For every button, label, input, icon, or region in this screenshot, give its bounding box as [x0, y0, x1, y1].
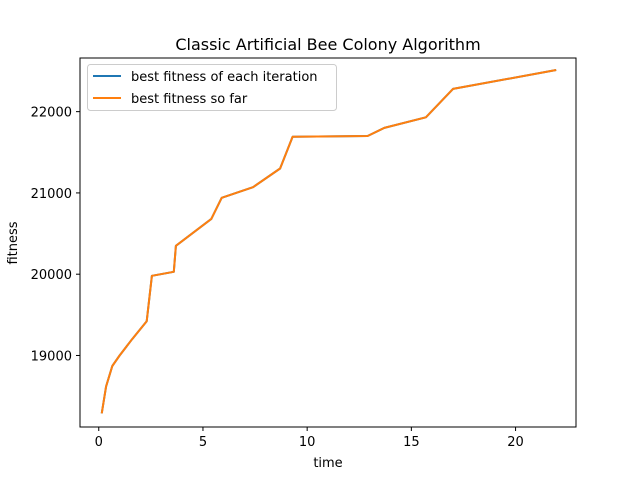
legend-box	[87, 64, 337, 111]
y-axis: 19000 20000 21000 22000	[31, 106, 80, 364]
y-tick-label: 22000	[31, 106, 72, 121]
x-tick-label: 10	[299, 435, 316, 450]
x-tick-label: 5	[199, 435, 207, 450]
legend-label-best-so-far: best fitness so far	[131, 92, 248, 107]
y-tick-label: 21000	[31, 187, 72, 202]
x-tick-label: 20	[507, 435, 524, 450]
x-axis: 0 5 10 15 20	[95, 427, 524, 450]
axes-frame	[79, 57, 577, 428]
plot-area	[100, 69, 557, 414]
y-tick-label: 19000	[31, 349, 72, 364]
series-line-1	[100, 69, 557, 414]
chart-title: Classic Artificial Bee Colony Algorithm	[175, 35, 480, 54]
y-axis-label: fitness	[6, 221, 21, 264]
x-tick-label: 0	[95, 435, 103, 450]
y-tick-label: 20000	[31, 268, 72, 283]
legend-label-best-each-iteration: best fitness of each iteration	[131, 70, 318, 85]
legend: best fitness of each iteration best fitn…	[87, 64, 337, 111]
x-tick-label: 15	[403, 435, 420, 450]
x-axis-label: time	[313, 456, 342, 471]
